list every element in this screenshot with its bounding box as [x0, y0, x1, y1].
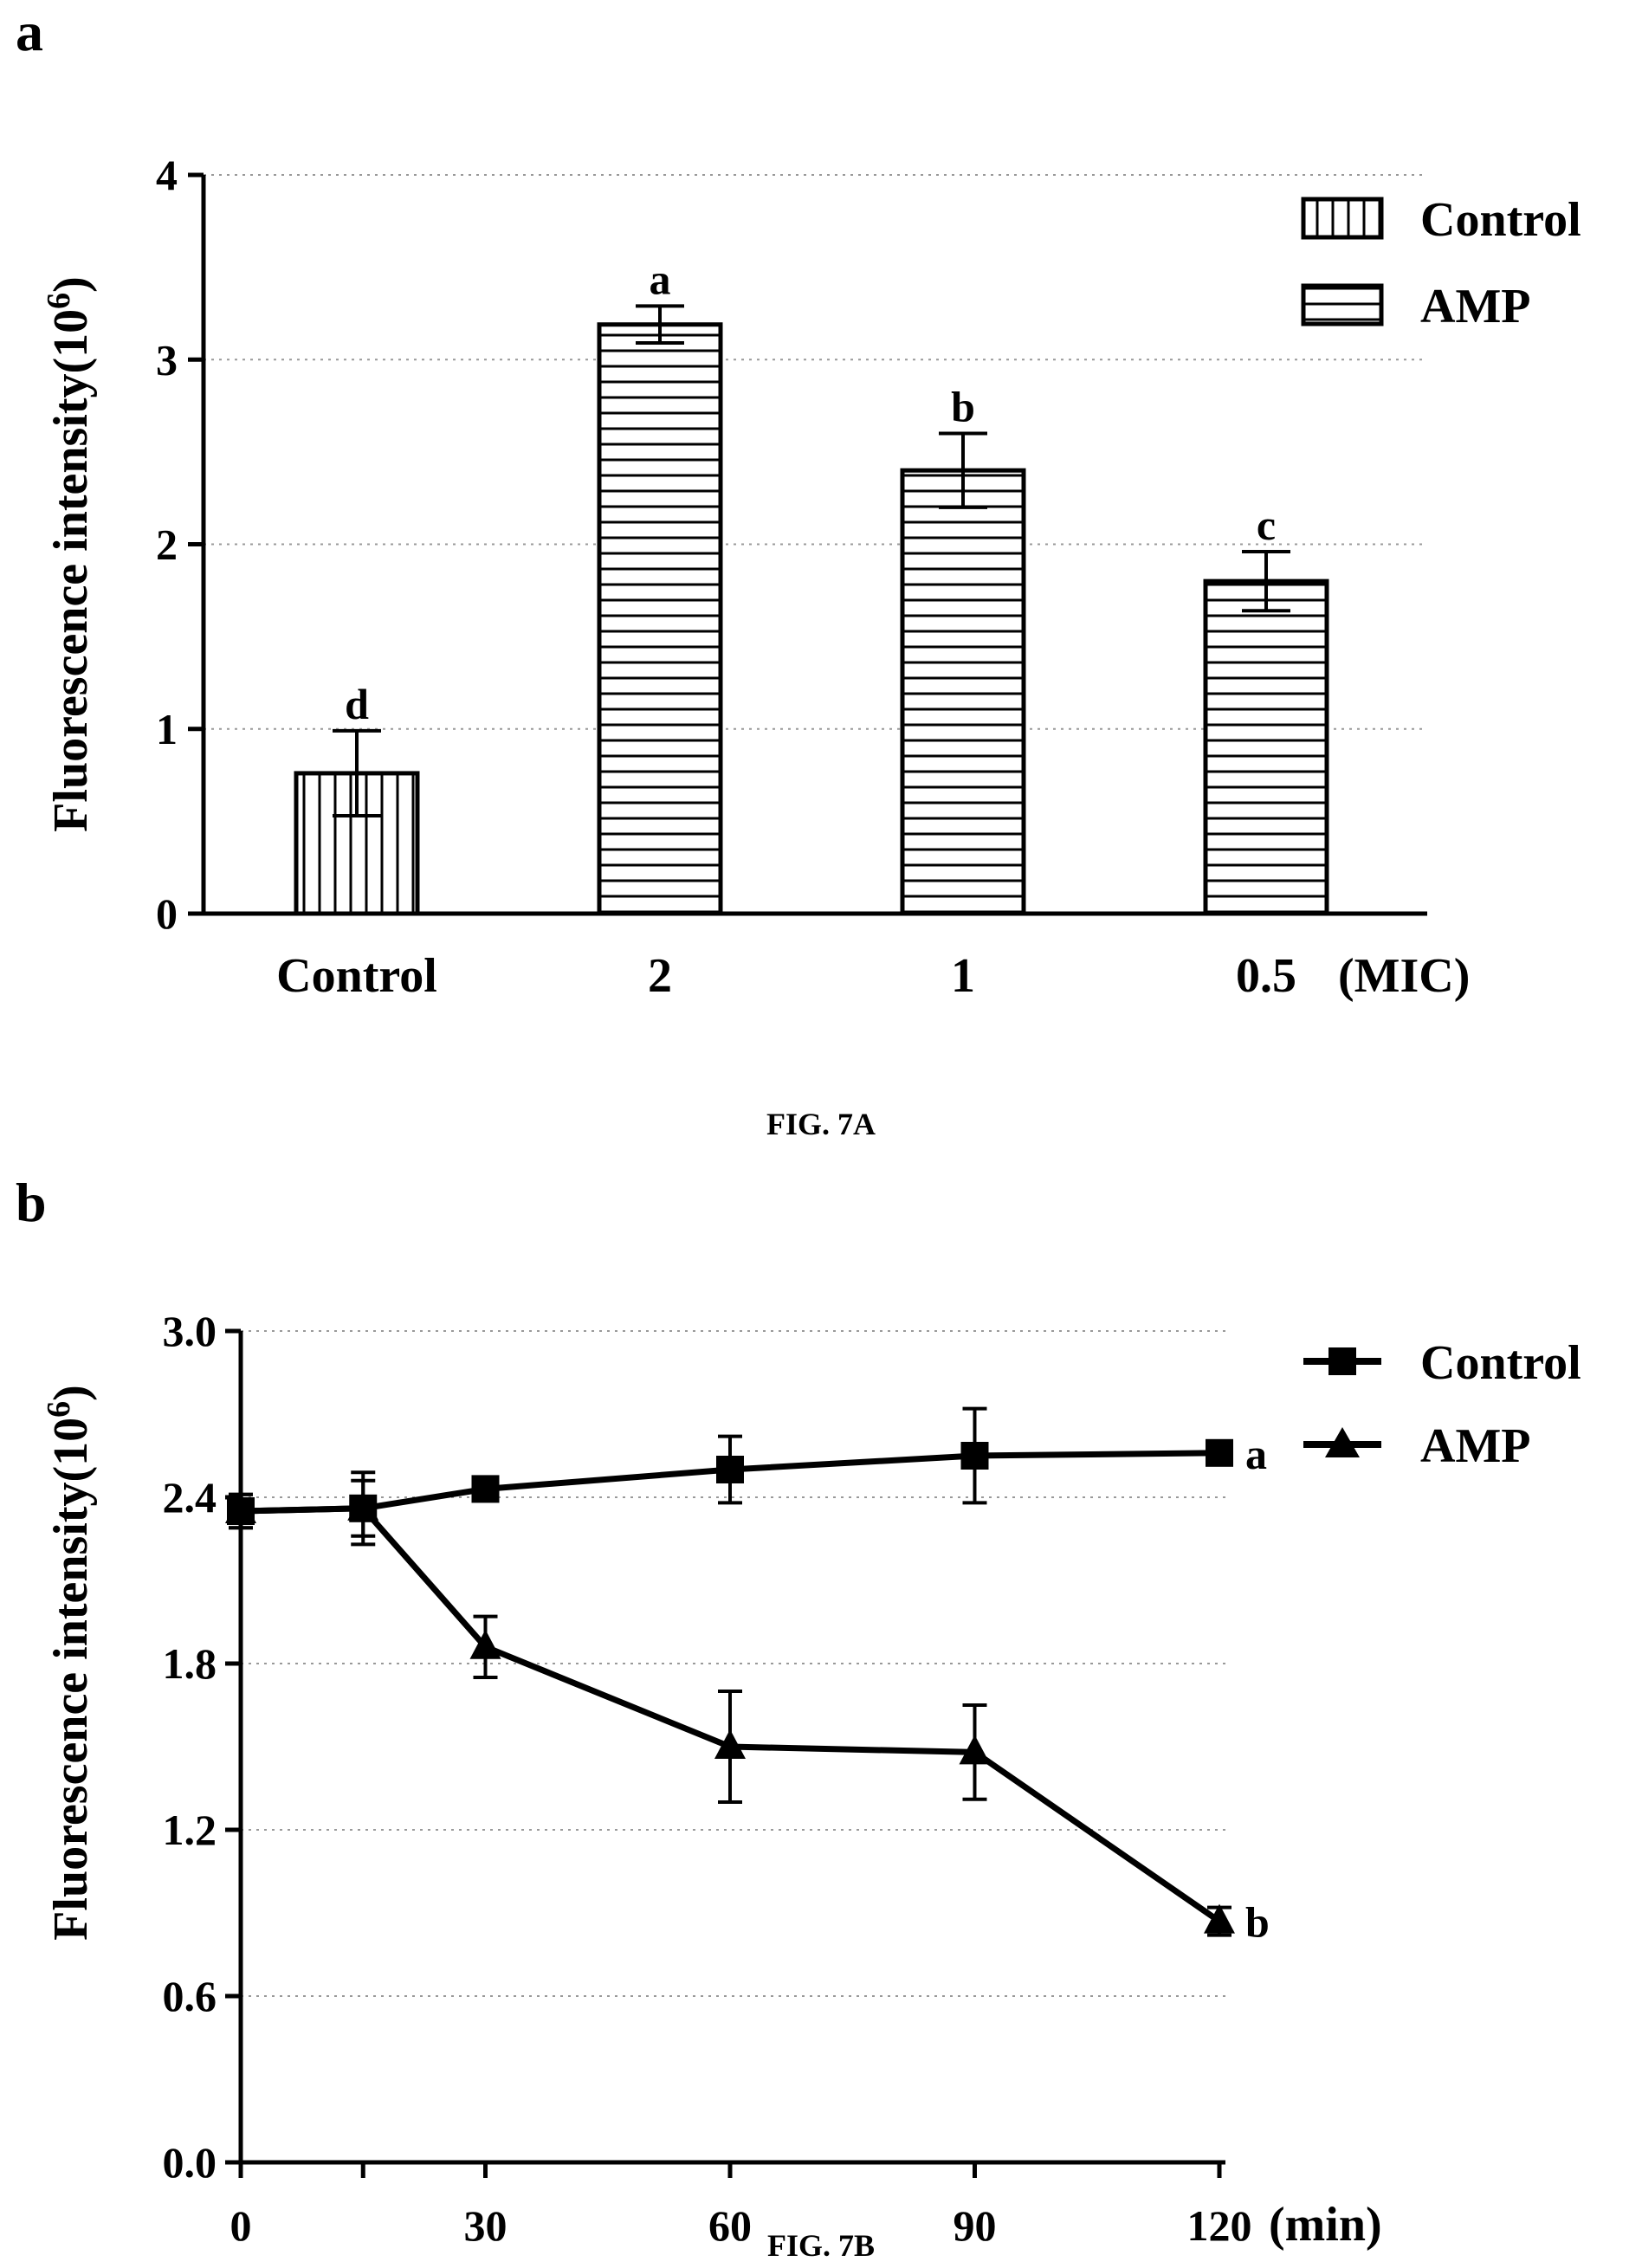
y-tick-label-b: 2.4 — [163, 1473, 217, 1522]
x-category-label-a: 0.5 — [1236, 949, 1296, 1003]
significance-label-amp: b — [1245, 1898, 1270, 1947]
y-tick-label-b: 0.6 — [163, 1972, 217, 2020]
y-ticks-b: 0.0 0.6 1.2 1.8 2.4 3.0 — [163, 1307, 241, 2187]
x-unit-label-b: (min) — [1269, 2198, 1382, 2252]
figure-a: a Fluorescence intensity(106) d a b c 0 1 2 3 4… — [16, 1, 1581, 1141]
x-tick-label-b: 90 — [954, 2201, 997, 2250]
legend-triangle-marker-icon — [1325, 1427, 1360, 1457]
legend-a: Control AMP — [1301, 193, 1581, 333]
y-axis-label-b: Fluorescence intensity(106) — [41, 1385, 98, 1941]
control-square-point — [960, 1442, 989, 1470]
x-category-label-a: Control — [276, 949, 437, 1003]
amp-triangle-point — [347, 1490, 379, 1521]
figure-b: b Fluorescence intensity(106) 0.0 0.6 1.2 1… — [16, 1172, 1581, 2263]
significance-label: a — [650, 255, 671, 303]
significance-label: d — [345, 680, 369, 728]
panel-label-a: a — [16, 1, 43, 62]
control-square-point — [1206, 1438, 1233, 1467]
y-axis-label-a: Fluorescence intensity(106) — [41, 276, 98, 832]
legend-item-amp-b: AMP — [1303, 1419, 1531, 1473]
legend-item-control-a: Control — [1301, 193, 1581, 247]
amp-triangle-point — [714, 1729, 746, 1759]
amp-triangle-point — [959, 1735, 991, 1765]
y-tick-label-a: 3 — [156, 335, 178, 384]
x-tick-label-b: 120 — [1187, 2201, 1252, 2250]
series-line-amp — [240, 1505, 1221, 1924]
y-tick-label-b: 0.0 — [163, 2138, 217, 2187]
y-tick-label-b: 3.0 — [163, 1307, 217, 1355]
significance-label-control: a — [1245, 1430, 1267, 1478]
significance-label: c — [1257, 501, 1276, 549]
control-square-point — [716, 1456, 744, 1483]
legend-square-marker-icon — [1328, 1347, 1356, 1375]
x-tick-label-b: 0 — [230, 2201, 252, 2250]
series-lines-b: ab — [225, 1406, 1270, 1947]
legend-label-control-b: Control — [1420, 1336, 1581, 1390]
caption-b: FIG. 7B — [767, 2228, 875, 2263]
y-tick-label-a: 4 — [156, 151, 178, 199]
x-unit-label-a: (MIC) — [1338, 949, 1470, 1003]
y-tick-label-b: 1.8 — [163, 1639, 217, 1688]
amp-triangle-point — [469, 1629, 501, 1659]
y-tick-label-b: 1.2 — [163, 1806, 217, 1854]
bar-amp-1 — [900, 468, 1026, 916]
x-category-label-a: 2 — [648, 949, 672, 1003]
grid-a — [204, 174, 1427, 730]
y-tick-label-a: 0 — [156, 889, 178, 938]
x-tick-label-b: 30 — [464, 2201, 507, 2250]
legend-swatch-amp-a — [1301, 283, 1384, 326]
bar-amp-2 — [597, 322, 723, 916]
grid-b — [241, 1330, 1225, 1997]
y-tick-label-a: 2 — [156, 520, 178, 569]
y-ticks-a: 0 1 2 3 4 — [156, 151, 204, 938]
amp-triangle-point — [1204, 1903, 1235, 1934]
legend-label-control-a: Control — [1420, 193, 1581, 247]
bars-a: d a b c — [294, 255, 1329, 916]
significance-label: b — [951, 383, 975, 431]
legend-item-control-b: Control — [1303, 1336, 1581, 1390]
x-categories-a: Control 2 1 0.5 — [276, 949, 1296, 1003]
caption-a: FIG. 7A — [766, 1107, 876, 1141]
y-tick-label-a: 1 — [156, 705, 178, 753]
x-ticks-b: 0 30 60 90 120 — [230, 2162, 1252, 2250]
legend-swatch-control-a — [1301, 197, 1384, 240]
legend-b: Control AMP — [1303, 1336, 1581, 1473]
bar-amp-0.5 — [1203, 578, 1329, 916]
legend-item-amp-a: AMP — [1301, 280, 1531, 333]
x-category-label-a: 1 — [951, 949, 975, 1003]
legend-label-amp-a: AMP — [1420, 280, 1531, 333]
legend-label-amp-b: AMP — [1420, 1419, 1531, 1473]
panel-label-b: b — [16, 1172, 47, 1233]
x-tick-label-b: 60 — [708, 2201, 752, 2250]
control-square-point — [471, 1475, 500, 1503]
